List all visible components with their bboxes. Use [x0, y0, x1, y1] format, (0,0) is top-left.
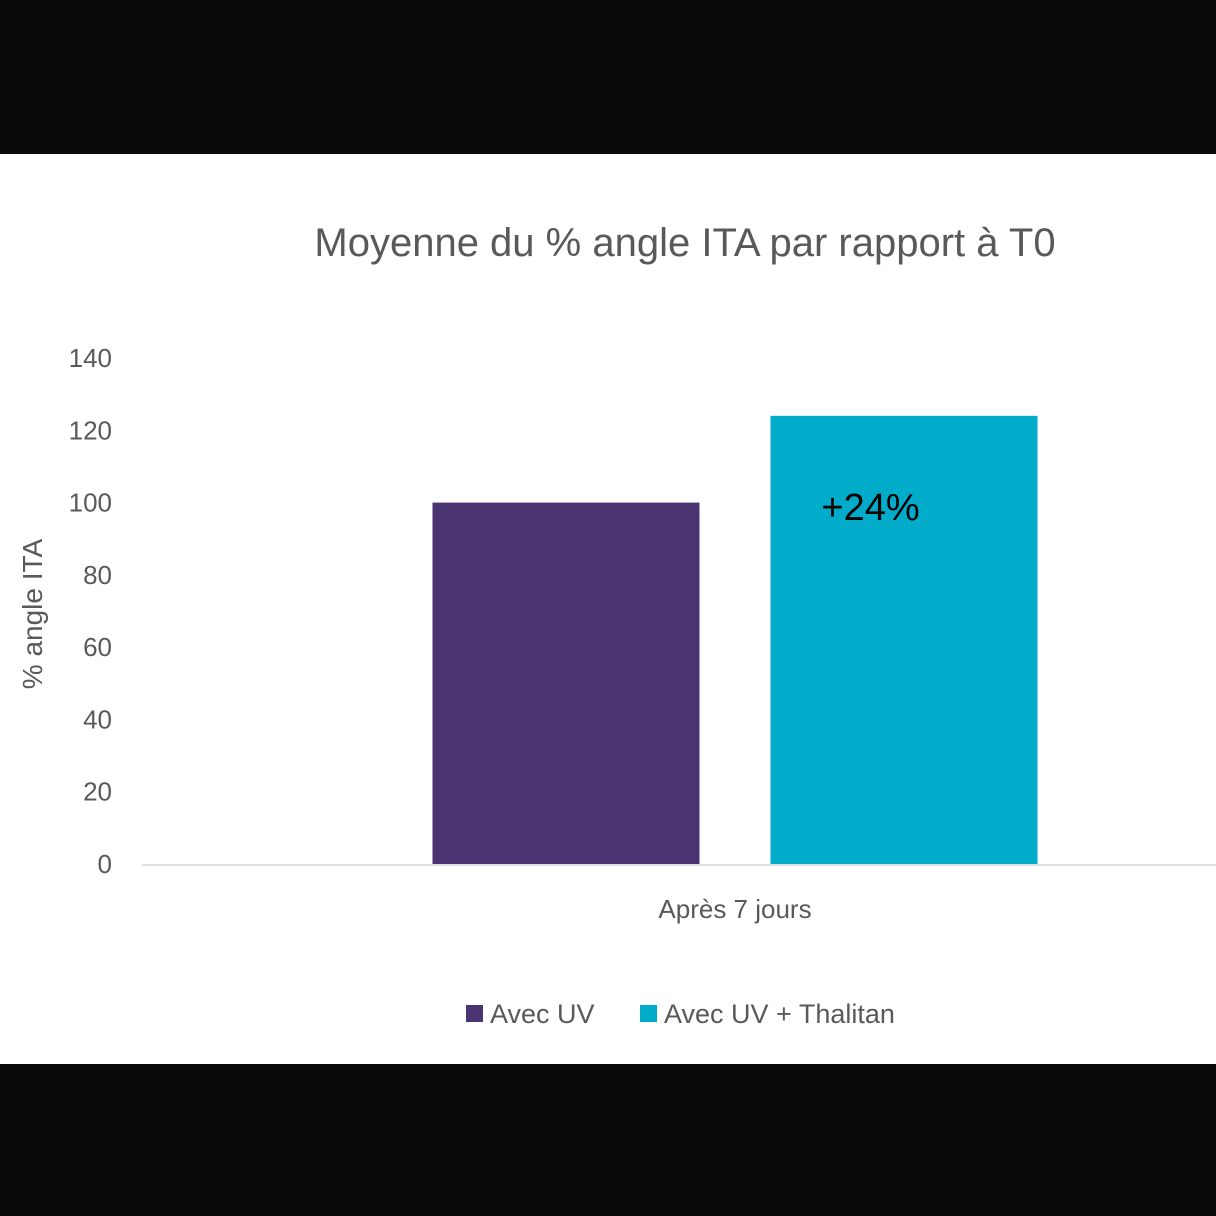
legend-label: Avec UV + Thalitan — [664, 999, 895, 1029]
chart-title: Moyenne du % angle ITA par rapport à T0 — [314, 221, 1055, 265]
y-tick-label: 140 — [69, 343, 112, 373]
x-category-label: Après 7 jours — [658, 894, 811, 924]
y-tick-label: 0 — [98, 849, 112, 879]
y-axis-label: % angle ITA — [17, 538, 48, 689]
chart-area: Moyenne du % angle ITA par rapport à T0 … — [0, 154, 1216, 1064]
legend-label: Avec UV — [490, 999, 595, 1029]
x-axis-categories: Après 7 jours — [658, 894, 811, 924]
y-axis-ticks: 0 20 40 60 80 100 120 140 — [69, 343, 112, 879]
y-tick-label: 60 — [83, 632, 112, 662]
bars-group — [432, 415, 1038, 864]
y-tick-label: 80 — [83, 560, 112, 590]
legend-swatch — [640, 1005, 657, 1022]
legend: Avec UV Avec UV + Thalitan — [466, 999, 895, 1029]
bar-avec-uv-thalitan — [770, 415, 1038, 864]
y-tick-label: 40 — [83, 704, 112, 734]
y-tick-label: 100 — [69, 488, 112, 518]
chart-svg: Moyenne du % angle ITA par rapport à T0 … — [17, 221, 1216, 1029]
y-tick-label: 120 — [69, 415, 112, 445]
bar-avec-uv — [432, 502, 700, 864]
data-annotation: +24% — [821, 487, 919, 529]
legend-swatch — [466, 1005, 483, 1022]
annotations-group: +24% — [821, 487, 919, 529]
y-tick-label: 20 — [83, 777, 112, 807]
